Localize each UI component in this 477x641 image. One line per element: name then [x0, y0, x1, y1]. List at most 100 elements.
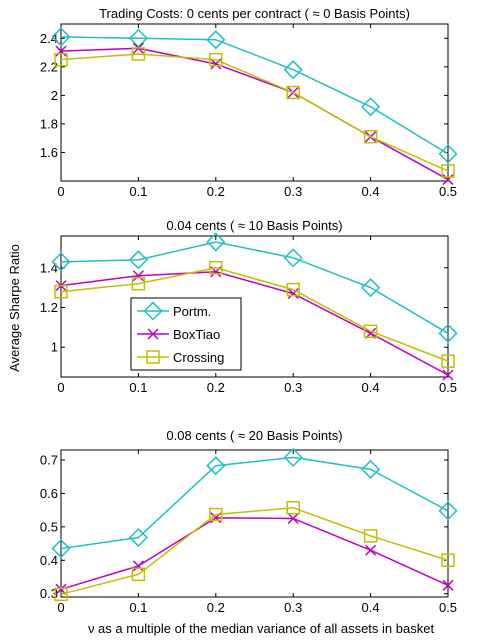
x-tick-label: 0.5	[439, 184, 457, 199]
chart-title: 0.04 cents ( ≈ 10 Basis Points)	[166, 218, 342, 233]
shared-x-axis-label: ν as a multiple of the median variance o…	[88, 621, 435, 636]
x-tick-label: 0	[57, 380, 64, 395]
data-point-portm	[283, 60, 303, 80]
data-point-portm	[361, 459, 381, 479]
data-point-crossing	[54, 284, 68, 299]
x-tick-label: 0.2	[207, 600, 225, 615]
plot-area	[60, 235, 449, 378]
data-point-crossing	[209, 507, 223, 522]
data-point-portm	[361, 97, 381, 117]
data-point-boxtiao	[55, 45, 67, 57]
x-tick-label: 0.3	[284, 184, 302, 199]
series-crossing	[54, 501, 455, 602]
data-point-crossing	[131, 276, 146, 291]
chart-panel-2: 0.04 cents ( ≈ 10 Basis Points) 0 0.1 0.2 0.…	[40, 218, 458, 395]
y-tick-label: 2.4	[40, 31, 58, 46]
chart-panel-1: Trading Costs: 0 cents per contract ( ≈ …	[40, 6, 458, 199]
data-point-crossing	[441, 553, 455, 567]
data-point-crossing	[363, 529, 378, 543]
chart-title: Trading Costs: 0 cents per contract ( ≈ …	[99, 6, 410, 21]
series-line-crossing	[60, 53, 449, 172]
x-tick-label: 0	[57, 600, 64, 615]
plot-area	[60, 23, 449, 182]
data-point-crossing	[363, 324, 378, 339]
data-point-portm	[361, 278, 381, 298]
data-point-crossing	[286, 85, 300, 100]
data-point-portm	[128, 250, 148, 270]
data-point-crossing	[441, 164, 455, 178]
data-point-boxtiao	[442, 579, 454, 591]
data-point-portm	[206, 456, 226, 476]
series-boxtiao	[55, 42, 454, 186]
shared-y-axis-label: Average Sharpe Ratio	[7, 244, 22, 372]
data-point-boxtiao	[132, 560, 144, 572]
x-tick-label: 0.3	[284, 600, 302, 615]
series-line-boxtiao	[60, 47, 449, 181]
y-tick-label: 0.4	[40, 553, 58, 568]
data-point-boxtiao	[442, 174, 454, 186]
data-point-portm	[51, 252, 71, 272]
series-portm	[51, 27, 458, 164]
data-point-portm	[206, 232, 226, 252]
y-tick-label: 1	[51, 340, 58, 355]
y-tick-label: 0.3	[40, 586, 58, 601]
x-tick-label: 0.1	[129, 600, 147, 615]
series-crossing	[54, 261, 455, 368]
plot-area	[60, 449, 449, 598]
data-point-portm	[206, 30, 226, 50]
x-tick-label: 0.1	[129, 380, 147, 395]
x-tick-label: 0.5	[439, 600, 457, 615]
y-tick-label: 0.6	[40, 486, 58, 501]
series-portm	[51, 447, 458, 559]
x-tick-label: 0.5	[439, 380, 457, 395]
y-tick-label: 2	[51, 88, 58, 103]
y-tick-label: 2.2	[40, 59, 58, 74]
series-crossing	[54, 47, 455, 178]
data-point-boxtiao	[365, 544, 377, 556]
series-boxtiao	[55, 512, 454, 595]
data-point-portm	[438, 501, 458, 521]
y-tick-label: 1.2	[40, 300, 58, 315]
chart-title: 0.08 cents ( ≈ 20 Basis Points)	[166, 428, 342, 443]
data-point-crossing	[209, 261, 223, 275]
series-line-portm	[60, 456, 449, 550]
data-point-crossing	[441, 354, 455, 368]
x-tick-label: 0.4	[362, 184, 380, 199]
series-line-crossing	[60, 507, 449, 596]
series-portm	[51, 232, 458, 343]
x-tick-label: 0.2	[207, 184, 225, 199]
y-tick-label: 0.5	[40, 519, 58, 534]
data-point-crossing	[131, 47, 146, 61]
data-point-portm	[438, 323, 458, 343]
data-point-crossing	[131, 567, 146, 582]
data-point-boxtiao	[132, 270, 144, 282]
data-point-crossing	[54, 587, 68, 602]
data-point-crossing	[209, 52, 223, 67]
data-point-portm	[283, 447, 303, 467]
data-point-portm	[283, 248, 303, 268]
x-tick-label: 0.4	[362, 380, 380, 395]
data-point-boxtiao	[55, 583, 67, 595]
legend-label-boxtiao: BoxTiao	[173, 327, 220, 342]
data-point-portm	[51, 27, 71, 47]
data-point-boxtiao	[287, 512, 299, 525]
series-boxtiao	[55, 266, 454, 381]
data-point-portm	[51, 538, 71, 559]
series-line-crossing	[60, 267, 449, 362]
data-point-portm	[128, 28, 148, 48]
legend-marker-portm	[143, 301, 163, 321]
data-point-crossing	[54, 52, 68, 67]
data-point-crossing	[286, 282, 300, 297]
chart-panels: Trading Costs: 0 cents per contract ( ≈ …	[40, 6, 458, 615]
data-point-boxtiao	[442, 369, 454, 381]
data-point-boxtiao	[287, 288, 299, 300]
legend-label-portm: Portm.	[173, 304, 211, 319]
data-point-crossing	[363, 130, 378, 144]
legend: Portm. BoxTiao Crossing	[130, 297, 242, 371]
y-tick-label: 1.6	[40, 145, 58, 160]
x-tick-label: 0.1	[129, 184, 147, 199]
legend-marker-boxtiao	[147, 328, 159, 340]
legend-label-crossing: Crossing	[173, 350, 224, 365]
series-line-boxtiao	[60, 270, 449, 376]
